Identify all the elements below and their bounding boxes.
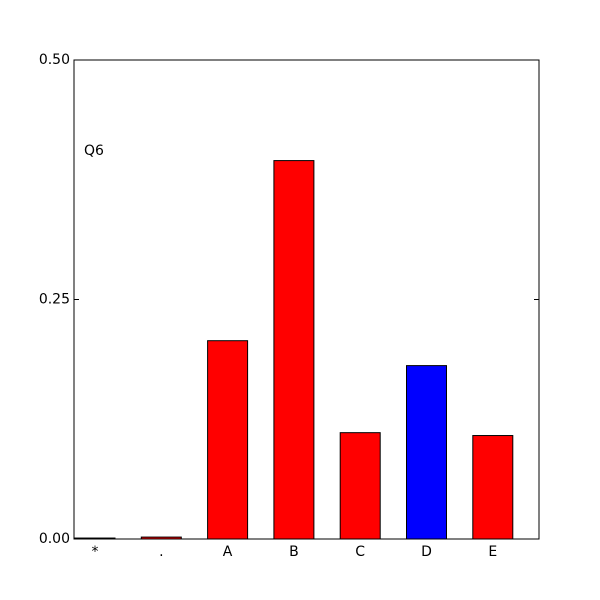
y-tick-label: 0.00: [39, 531, 70, 547]
plot-frame: [73, 59, 540, 540]
annotation: Q6: [84, 143, 104, 159]
x-tick-label: B: [289, 544, 299, 560]
bar: [406, 365, 447, 540]
bar: [273, 160, 315, 540]
x-tick-label: E: [488, 544, 497, 560]
bar: [207, 340, 249, 540]
x-tick-label: D: [421, 544, 432, 560]
bar: [472, 435, 514, 540]
x-tick-label: C: [355, 544, 365, 560]
y-tick-label: 0.50: [39, 52, 70, 68]
x-tick-label: A: [223, 544, 233, 560]
x-tick-label: *: [92, 544, 99, 560]
y-tick-label: 0.25: [39, 292, 70, 308]
x-tick-label: .: [159, 544, 163, 560]
bar: [339, 432, 381, 540]
